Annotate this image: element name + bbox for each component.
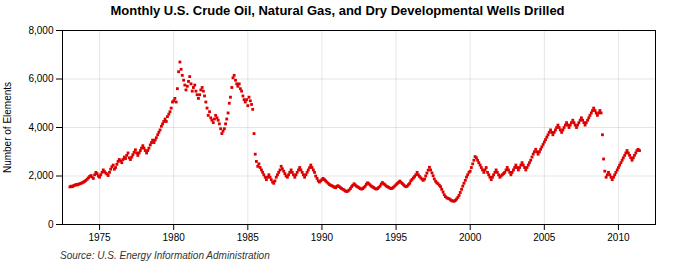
svg-text:2,000: 2,000	[28, 170, 53, 181]
svg-text:4,000: 4,000	[28, 122, 53, 133]
svg-text:1985: 1985	[237, 232, 260, 243]
svg-text:8,000: 8,000	[28, 25, 53, 36]
svg-text:0: 0	[48, 219, 54, 230]
svg-text:2000: 2000	[459, 232, 482, 243]
html-text:Monthly U.S. Crude Oil, Natura: Monthly U.S. Crude Oil, Natural Gas, and…	[110, 3, 565, 18]
svg-text:1995: 1995	[385, 232, 408, 243]
svg-text:1975: 1975	[88, 232, 111, 243]
svg-text:Number of Elements: Number of Elements	[2, 82, 13, 173]
svg-text:1980: 1980	[163, 232, 186, 243]
svg-text:6,000: 6,000	[28, 73, 53, 84]
svg-text:2005: 2005	[533, 232, 556, 243]
svg-text:2010: 2010	[607, 232, 630, 243]
html-text:Source: U.S. Energy Informatio: Source: U.S. Energy Information Administ…	[60, 250, 270, 261]
svg-text:1990: 1990	[311, 232, 334, 243]
